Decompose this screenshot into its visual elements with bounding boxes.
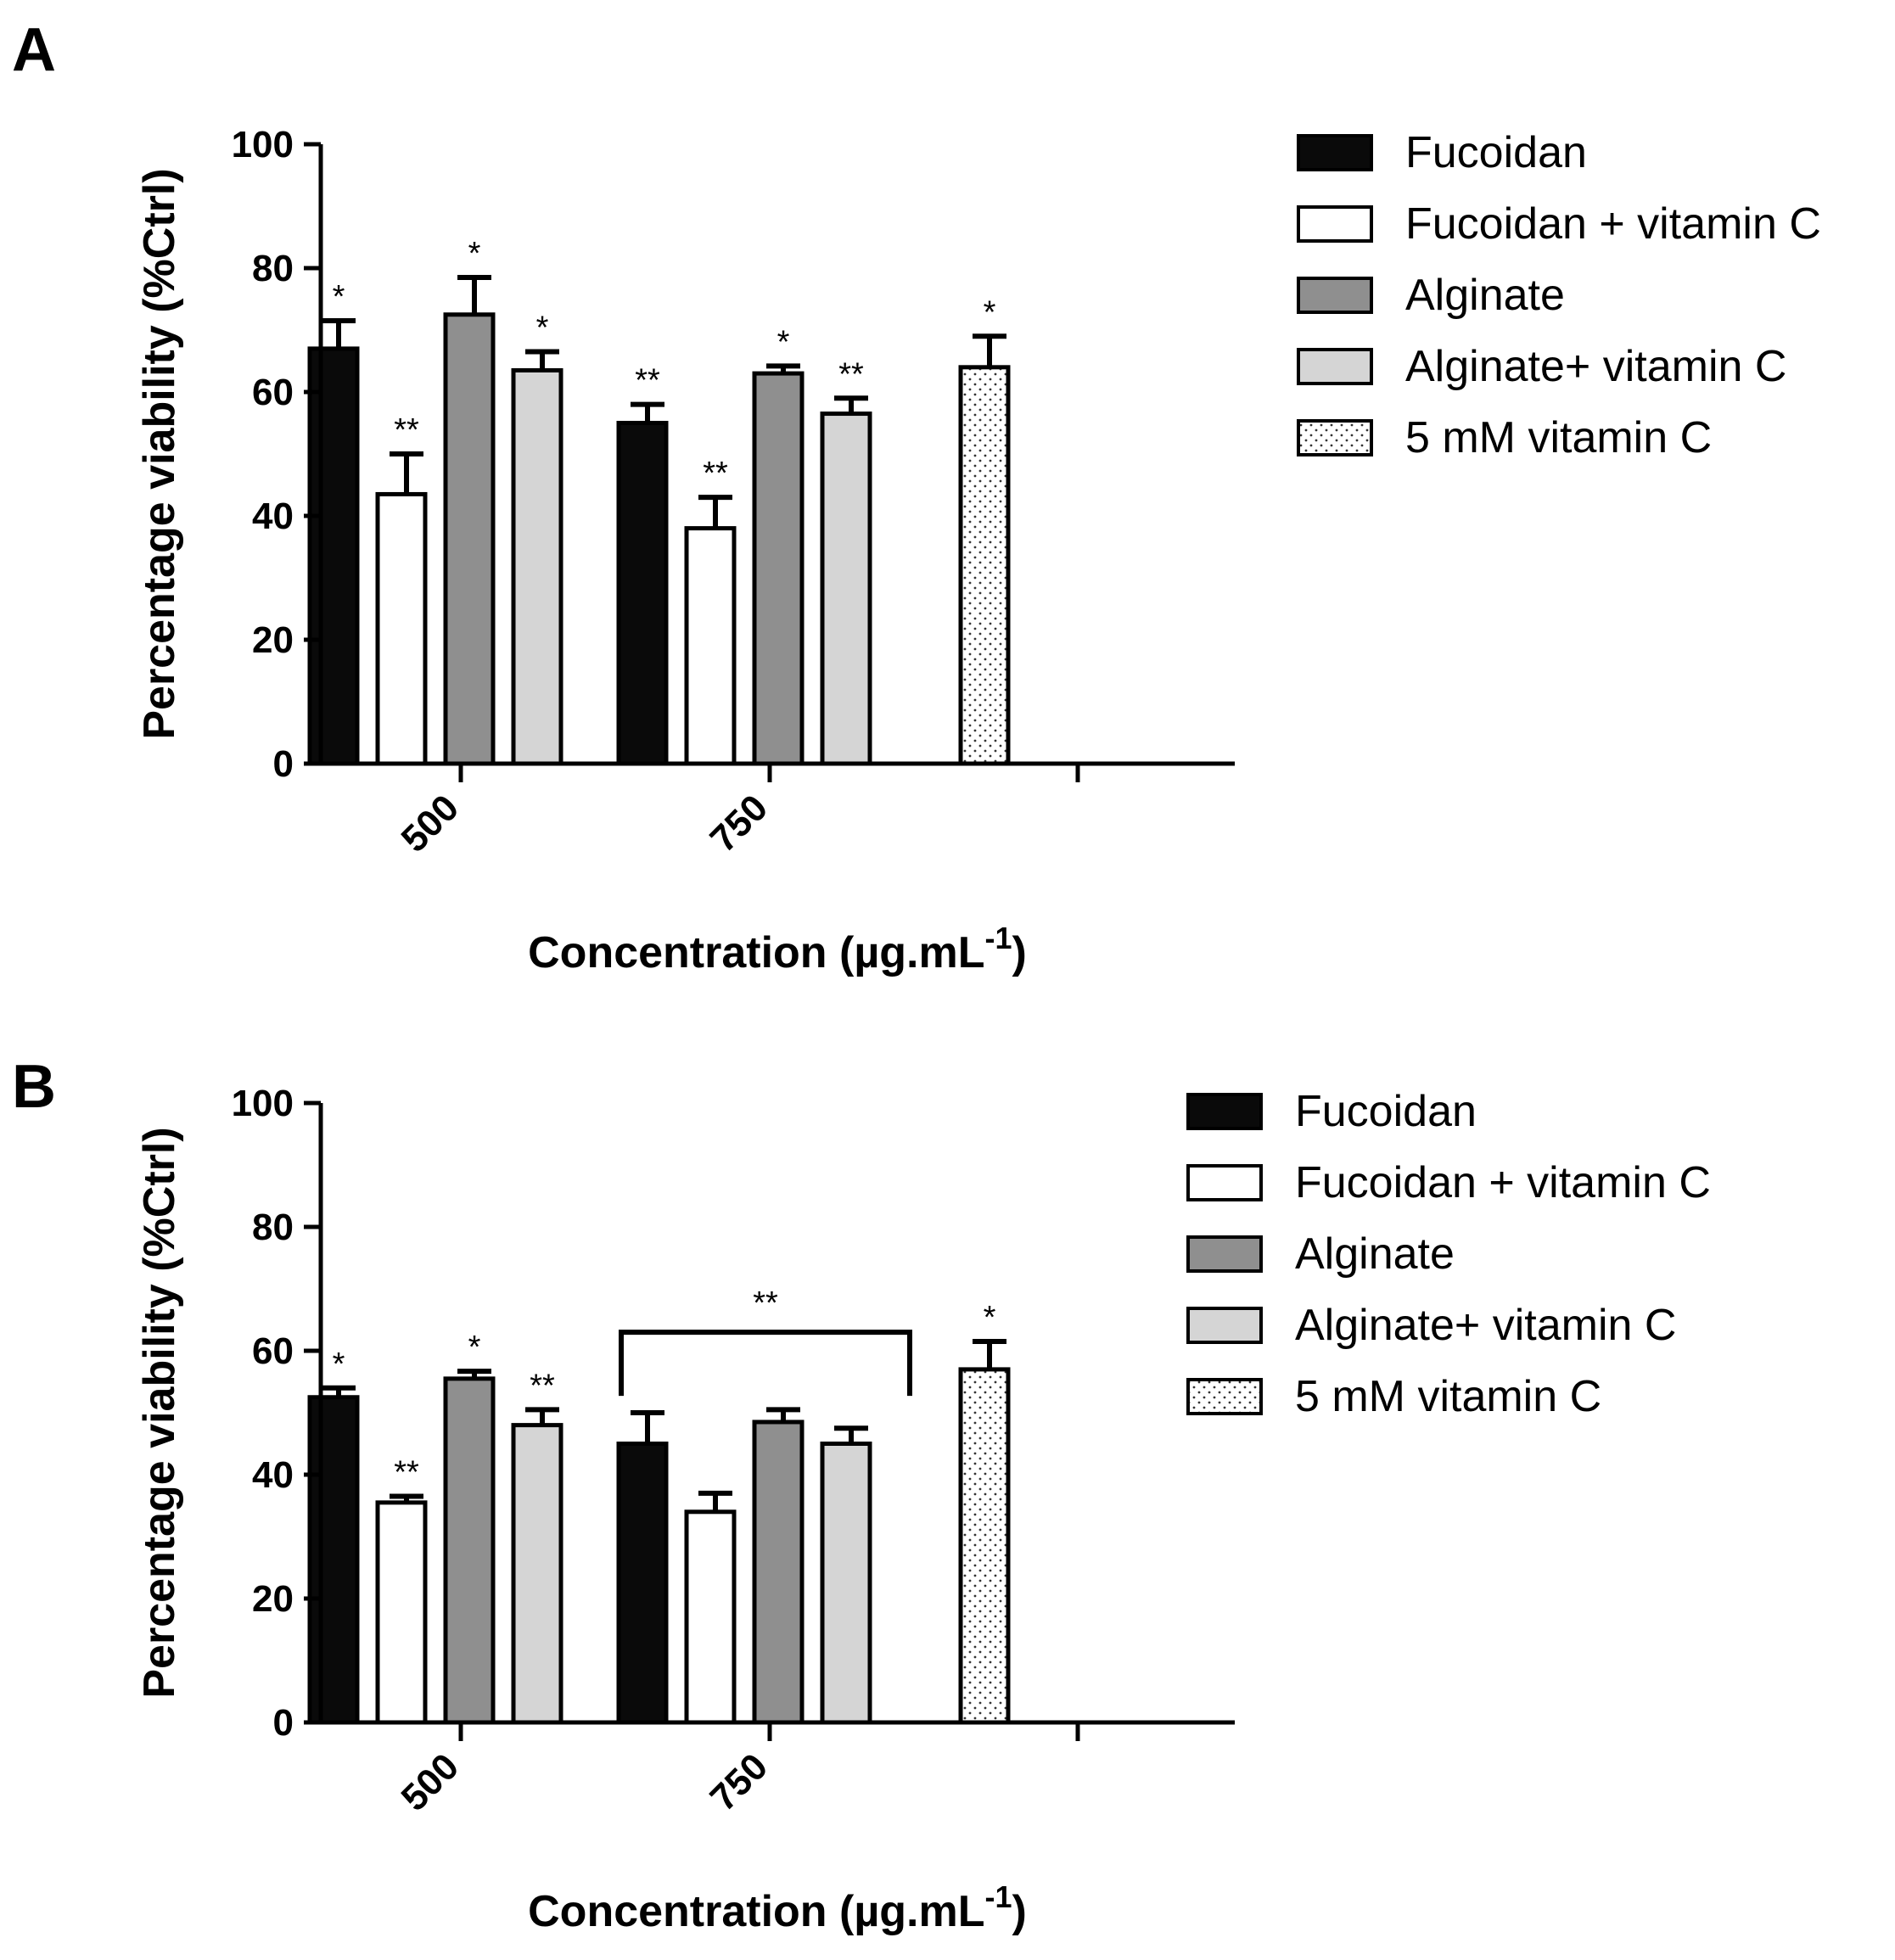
legend-swatch [1297,419,1373,456]
error-bar [390,1493,423,1503]
significance-label: * [333,1347,345,1382]
y-tick-label: 60 [252,1330,294,1372]
significance-label: ** [703,456,728,491]
legend-label: Alginate [1295,1229,1455,1279]
legend-label: Alginate+ vitamin C [1405,342,1786,391]
y-tick-label: 20 [252,619,294,661]
significance-label: ** [838,356,864,392]
legend-label: Alginate+ vitamin C [1295,1301,1676,1350]
significance-label: ** [394,1455,419,1491]
bar-alginate-vitamin-c-500 [511,1423,563,1725]
significance-label: * [536,311,549,346]
error-bar [698,1490,732,1512]
error-bar [457,274,491,315]
bar-fucoidan-500 [307,1395,360,1725]
bar-alginate-vitamin-c-750 [820,1442,872,1725]
y-tick-label: 0 [273,1702,294,1744]
significance-bracket [619,1330,912,1397]
y-tick-label: 40 [252,1454,294,1496]
bar-fucoidan-750 [616,421,669,766]
y-tick-label: 20 [252,1578,294,1620]
legend: Fucoidan Fucoidan + vitamin C Alginate Algi… [1297,128,1821,462]
legend-label: 5 mM vitamin C [1405,413,1712,462]
bar-alginate-750 [752,371,805,766]
panel-label-b: B [12,1053,56,1121]
error-bar [525,1407,559,1425]
legend-label: 5 mM vitamin C [1295,1372,1601,1421]
significance-label: ** [530,1368,555,1403]
legend-label: Fucoidan + vitamin C [1295,1158,1711,1207]
error-bar [322,1385,356,1397]
bar-alginate-750 [752,1420,805,1725]
significance-label: * [984,294,996,330]
error-bar [390,451,423,495]
error-bar [698,495,732,529]
legend-swatch [1186,1093,1263,1130]
bracket-significance-label: ** [753,1285,778,1321]
y-tick-label: 60 [252,372,294,413]
significance-label: * [777,324,790,360]
y-axis-label: Percentage viability (%Ctrl) [135,1127,184,1698]
legend-swatch [1186,1307,1263,1344]
error-bar [766,363,800,374]
legend-swatch [1186,1164,1263,1201]
y-tick-label: 100 [232,1083,294,1124]
bar-fucoidan-vitamin-c-750 [684,1509,737,1725]
y-tick-label: 100 [232,124,294,165]
x-axis-label: Concentration (µg.mL-1) [528,1879,1027,1936]
error-bar [525,349,559,371]
legend-swatch [1297,205,1373,243]
bar-5-mm-vitamin-c-500 [958,365,1011,766]
error-bar [834,1425,868,1444]
significance-label: ** [635,363,660,399]
bar-fucoidan-750 [616,1442,669,1725]
error-bar [457,1369,491,1379]
y-tick-label: 80 [252,1207,294,1248]
legend-label: Alginate [1405,271,1565,320]
significance-label: * [468,1330,481,1365]
y-tick-label: 80 [252,248,294,289]
legend-label: Fucoidan [1405,128,1587,177]
legend-swatch [1297,277,1373,314]
legend-label: Fucoidan [1295,1087,1477,1136]
error-bar [834,395,868,414]
x-axis-label: Concentration (µg.mL-1) [528,921,1027,977]
error-bar [631,1410,664,1444]
significance-label: * [333,279,345,315]
y-axis-label: Percentage viability (%Ctrl) [135,168,184,739]
legend-label: Fucoidan + vitamin C [1405,199,1821,249]
significance-label: * [984,1300,996,1336]
legend-swatch [1186,1378,1263,1415]
y-tick-label: 0 [273,743,294,785]
error-bar [973,333,1006,367]
error-bar [631,401,664,423]
legend: Fucoidan Fucoidan + vitamin C Alginate Algi… [1186,1087,1711,1421]
error-bar [766,1407,800,1422]
bar-fucoidan-vitamin-c-750 [684,526,737,766]
legend-swatch [1297,134,1373,171]
bar-fucoidan-500 [307,346,360,766]
x-tick-label: 500 [394,1745,468,1819]
bar-5-mm-vitamin-c-500 [958,1367,1011,1725]
bar-alginate-500 [443,312,496,766]
panel-label-a: A [12,16,56,84]
bar-alginate-vitamin-c-750 [820,412,872,766]
legend-swatch [1186,1235,1263,1273]
y-tick-label: 40 [252,496,294,537]
bar-fucoidan-vitamin-c-500 [375,1500,428,1725]
error-bar [973,1339,1006,1369]
legend-swatch [1297,348,1373,385]
significance-label: * [468,236,481,272]
error-bar [322,318,356,349]
bar-alginate-500 [443,1376,496,1725]
significance-label: ** [394,412,419,448]
x-tick-label: 750 [703,1745,777,1819]
